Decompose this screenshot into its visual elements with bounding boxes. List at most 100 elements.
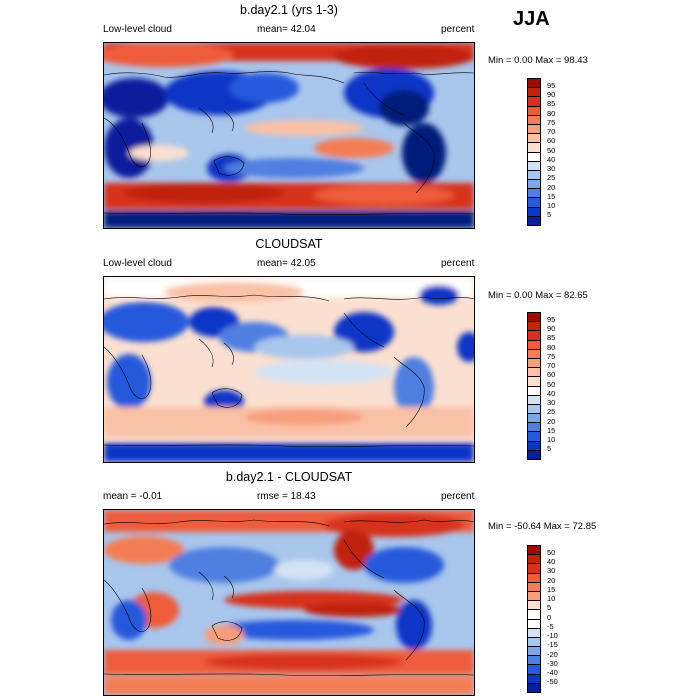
colorbar-tick: 85 [547, 99, 556, 108]
colorbar-tick: 25 [547, 173, 556, 182]
colorbar-swatch [528, 358, 540, 369]
panel-2-map [103, 276, 475, 463]
colorbar-swatch [528, 386, 540, 396]
colorbar-tick: 15 [547, 585, 556, 594]
colorbar-swatch [528, 134, 540, 144]
panel-1-map [103, 42, 475, 229]
panel-1-variable-label: Low-level cloud [103, 24, 172, 35]
panel-3-minmax: Min = -50.64 Max = 72.85 [488, 521, 597, 532]
panel-1-mean-label: mean= 42.04 [257, 24, 316, 35]
colorbar-swatch [528, 647, 540, 657]
colorbar-tick: 5 [547, 444, 552, 453]
colorbar-swatch [528, 97, 540, 107]
colorbar-tick: 50 [547, 548, 556, 557]
colorbar-tick: 75 [547, 118, 556, 127]
colorbar-swatch [528, 555, 540, 565]
colorbar-swatch [528, 189, 540, 199]
colorbar-tick: 80 [547, 343, 556, 352]
colorbar-swatch [528, 88, 540, 98]
colorbar-tick: 30 [547, 164, 556, 173]
colorbar-swatch [528, 582, 540, 592]
colorbar-tick: 15 [547, 426, 556, 435]
panel-3-title: b.day2.1 - CLOUDSAT [225, 470, 353, 484]
colorbar-swatch [528, 180, 540, 190]
panel-2-minmax: Min = 0.00 Max = 82.65 [488, 290, 588, 301]
colorbar-tick: 70 [547, 127, 556, 136]
colorbar-tick: 40 [547, 155, 556, 164]
colorbar-tick: 30 [547, 398, 556, 407]
panel-2-variable-label: Low-level cloud [103, 258, 172, 269]
colorbar-swatch [528, 441, 540, 451]
colorbar-tick: 50 [547, 146, 556, 155]
colorbar-swatch [528, 619, 540, 629]
panel-2-title: CLOUDSAT [255, 237, 323, 251]
panel-1-colorbar [527, 78, 541, 226]
colorbar-tick: 10 [547, 201, 556, 210]
colorbar-tick: 75 [547, 352, 556, 361]
colorbar-swatch [528, 683, 540, 692]
colorbar-swatch [528, 198, 540, 208]
colorbar-swatch [528, 395, 540, 405]
colorbar-swatch [528, 637, 540, 648]
colorbar-swatch [528, 674, 540, 684]
colorbar-swatch [528, 368, 540, 378]
colorbar-tick: 95 [547, 81, 556, 90]
colorbar-tick: 0 [547, 613, 552, 622]
colorbar-swatch [528, 432, 540, 442]
colorbar-tick: 40 [547, 557, 556, 566]
colorbar-swatch [528, 404, 540, 415]
colorbar-swatch [528, 216, 540, 225]
colorbar-swatch [528, 331, 540, 341]
colorbar-swatch [528, 377, 540, 387]
colorbar-tick: 20 [547, 183, 556, 192]
colorbar-tick: 60 [547, 370, 556, 379]
colorbar-swatch [528, 340, 540, 350]
colorbar-tick: 30 [547, 566, 556, 575]
panel-3-colorbar [527, 545, 541, 693]
colorbar-tick: 25 [547, 407, 556, 416]
colorbar-tick: 15 [547, 192, 556, 201]
colorbar-swatch [528, 628, 540, 638]
colorbar-tick: 40 [547, 389, 556, 398]
colorbar-tick: 50 [547, 380, 556, 389]
colorbar-swatch [528, 143, 540, 153]
colorbar-tick: -30 [547, 659, 558, 668]
colorbar-swatch [528, 349, 540, 359]
colorbar-swatch [528, 573, 540, 583]
colorbar-tick: 20 [547, 417, 556, 426]
colorbar-tick: 80 [547, 109, 556, 118]
colorbar-tick: 5 [547, 603, 552, 612]
colorbar-tick: -15 [547, 640, 558, 649]
colorbar-tick: -10 [547, 631, 558, 640]
season-label: JJA [513, 8, 550, 30]
colorbar-tick: 5 [547, 210, 552, 219]
colorbar-tick: 90 [547, 324, 556, 333]
colorbar-swatch [528, 79, 540, 89]
panel-2-units-label: percent [441, 258, 475, 269]
colorbar-swatch [528, 564, 540, 574]
panel-3-units-label: percent [441, 491, 475, 502]
panel-3-mean-label: mean = -0.01 [103, 491, 163, 502]
colorbar-tick: 85 [547, 333, 556, 342]
colorbar-tick: 20 [547, 576, 556, 585]
colorbar-swatch [528, 591, 540, 602]
colorbar-swatch [528, 423, 540, 433]
colorbar-swatch [528, 161, 540, 171]
colorbar-tick: -5 [547, 622, 554, 631]
colorbar-swatch [528, 450, 540, 459]
colorbar-tick: 95 [547, 315, 556, 324]
colorbar-swatch [528, 106, 540, 116]
colorbar-swatch [528, 665, 540, 675]
colorbar-swatch [528, 601, 540, 611]
colorbar-swatch [528, 610, 540, 620]
colorbar-tick: 60 [547, 136, 556, 145]
colorbar-tick: 10 [547, 435, 556, 444]
colorbar-swatch [528, 656, 540, 666]
colorbar-tick: 10 [547, 594, 556, 603]
colorbar-swatch [528, 115, 540, 125]
panel-2-mean-label: mean= 42.05 [257, 258, 316, 269]
colorbar-tick: -50 [547, 677, 558, 686]
colorbar-tick: 70 [547, 361, 556, 370]
panel-1-title: b.day2.1 (yrs 1-3) [240, 3, 338, 17]
panel-3-rmse-label: rmse = 18.43 [257, 491, 316, 502]
